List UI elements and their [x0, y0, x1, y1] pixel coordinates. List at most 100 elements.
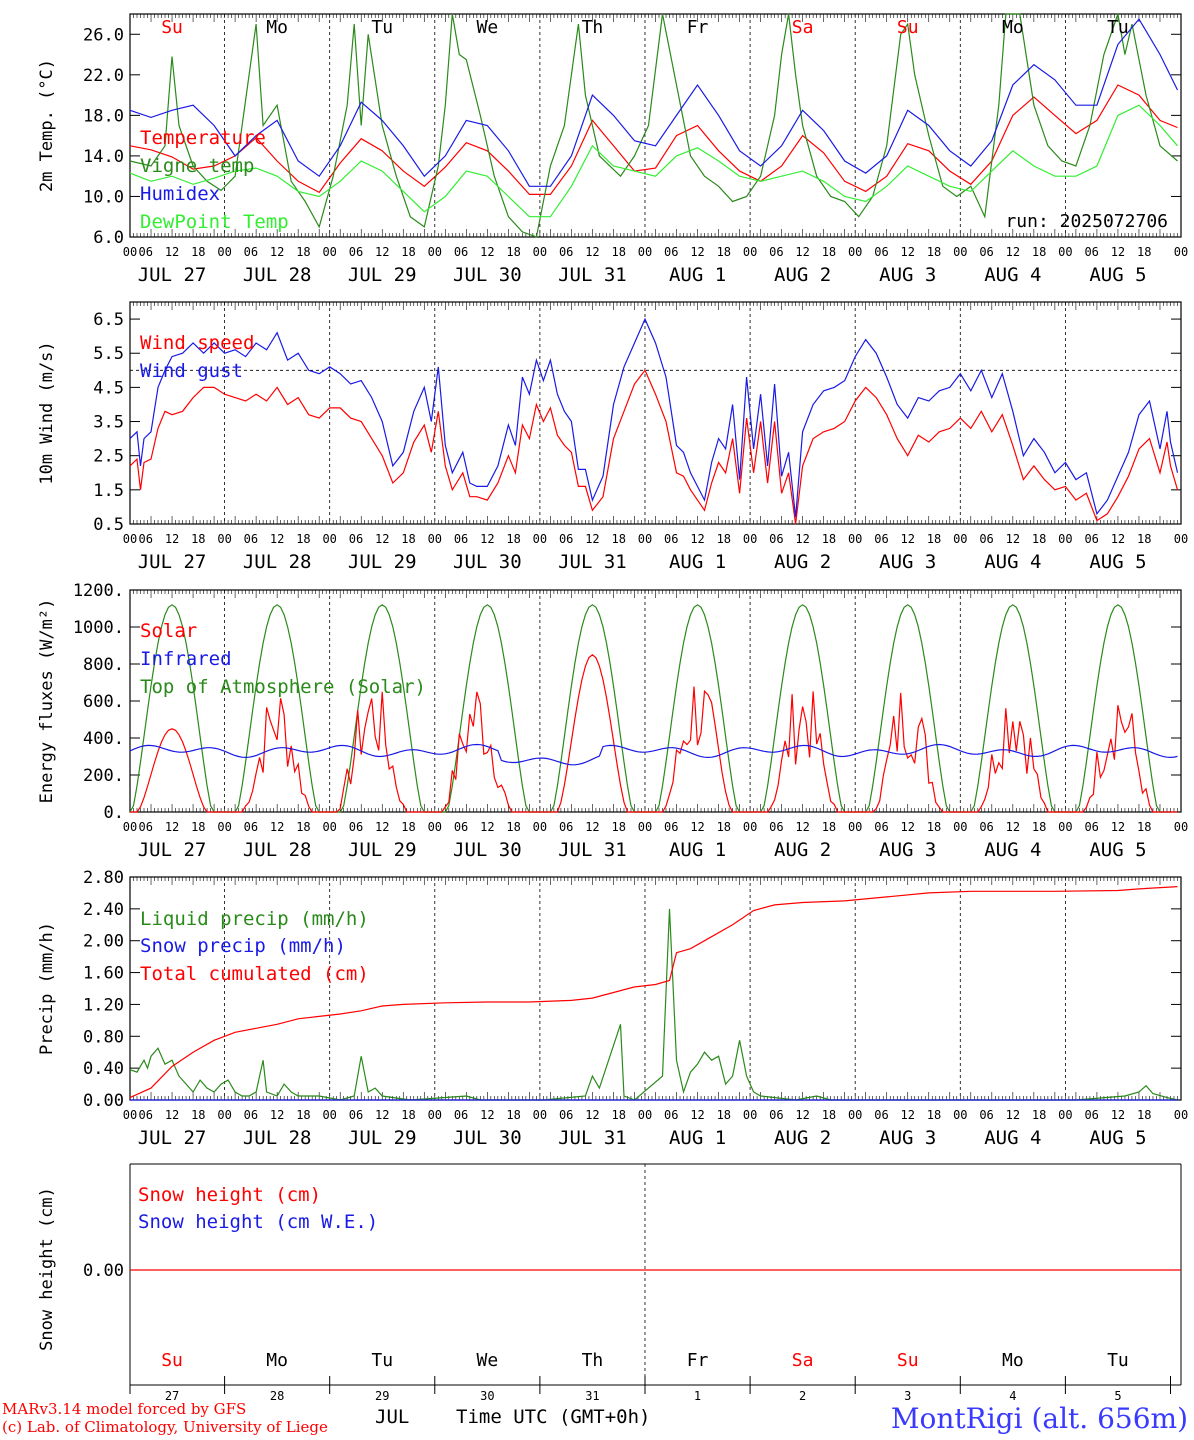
date-label: JUL 29	[348, 264, 417, 286]
hour-tick-label: 06	[979, 820, 993, 834]
legend-entry: Liquid precip (mm/h)	[140, 908, 369, 930]
y-axis-label: Snow height (cm)	[37, 1187, 57, 1351]
hour-tick-label: 18	[1032, 245, 1046, 259]
hour-tick-label: 12	[1006, 1108, 1020, 1122]
hour-tick-label: 12	[690, 245, 704, 259]
hour-tick-label: 12	[375, 820, 389, 834]
date-label: JUL 29	[348, 839, 417, 861]
hour-tick-label: 18	[822, 1108, 836, 1122]
date-label: JUL 31	[558, 264, 627, 286]
y-tick-label: 6.0	[93, 228, 124, 248]
hour-tick-label: 06	[1084, 245, 1098, 259]
hour-tick-label: 18	[1137, 1108, 1151, 1122]
y-tick-label: 5.5	[93, 344, 124, 364]
hour-tick-label: 12	[270, 820, 284, 834]
hour-tick-label: 06	[349, 820, 363, 834]
hour-tick-label: 06	[349, 245, 363, 259]
hour-tick-label: 00	[953, 820, 967, 834]
date-label: JUL 27	[138, 1127, 207, 1149]
y-tick-label: 3.5	[93, 413, 124, 433]
hour-tick-label: 18	[401, 532, 415, 546]
hour-tick-label: 12	[795, 245, 809, 259]
date-label: JUL 30	[453, 839, 522, 861]
hour-tick-label: 06	[139, 820, 153, 834]
day-of-week-label: Tu	[371, 1350, 393, 1371]
date-label: AUG 1	[669, 551, 726, 573]
hour-tick-label: 06	[559, 820, 573, 834]
series-line	[130, 654, 1178, 813]
hour-tick-label: 18	[191, 532, 205, 546]
hour-tick-label: 18	[296, 1108, 310, 1122]
day-of-week-label: Su	[897, 17, 919, 38]
hour-tick-label: 18	[1032, 820, 1046, 834]
date-label: JUL 31	[558, 1127, 627, 1149]
hour-tick-label: 00	[428, 532, 442, 546]
date-label: AUG 4	[984, 839, 1041, 861]
hour-tick-label: 00	[743, 245, 757, 259]
hour-tick-label: 00	[743, 532, 757, 546]
y-tick-label: 18.0	[83, 106, 124, 126]
hour-tick-label: 06	[874, 1108, 888, 1122]
date-label: AUG 3	[879, 264, 936, 286]
hour-tick-label: 06	[769, 532, 783, 546]
day-number-label: 30	[480, 1389, 494, 1403]
legend-entry: Snow precip (mm/h)	[140, 935, 346, 957]
hour-tick-label: 18	[822, 820, 836, 834]
hour-tick-label: 12	[480, 1108, 494, 1122]
hour-tick-label: 12	[1111, 1108, 1125, 1122]
day-number-label: 5	[1114, 1389, 1121, 1403]
hour-tick-label: 18	[611, 532, 625, 546]
hour-tick-label: 12	[480, 532, 494, 546]
hour-tick-label: 18	[717, 245, 731, 259]
y-tick-label: 0.40	[83, 1059, 124, 1079]
hour-tick-label: 00	[848, 245, 862, 259]
day-of-week-label: Su	[161, 1350, 183, 1371]
hour-tick-label: 00	[533, 532, 547, 546]
panel-frame	[129, 301, 1182, 525]
hour-tick-label: 12	[795, 1108, 809, 1122]
hour-tick-label: 12	[165, 1108, 179, 1122]
y-tick-label: 2.80	[83, 868, 124, 888]
hour-tick-label: 00	[848, 1108, 862, 1122]
hour-tick-label: 06	[769, 820, 783, 834]
hour-tick-label: 12	[901, 532, 915, 546]
y-tick-label: 4.5	[93, 378, 124, 398]
date-label: AUG 4	[984, 264, 1041, 286]
legend-entry: Top of Atmosphere (Solar)	[140, 676, 426, 698]
hour-tick-label: 18	[1032, 1108, 1046, 1122]
date-label: AUG 1	[669, 1127, 726, 1149]
y-tick-label: 0.80	[83, 1027, 124, 1047]
series-line	[129, 743, 1178, 766]
date-label: AUG 1	[669, 839, 726, 861]
hour-tick-label: 00	[428, 245, 442, 259]
day-of-week-label: Tu	[1107, 17, 1129, 38]
hour-tick-label: 18	[296, 820, 310, 834]
panel-1: 6.0 10.0 14.0 18.0 22.0 26.0 2m Temp. (°C) Temp…	[37, 13, 1188, 286]
hour-tick-label: 12	[901, 1108, 915, 1122]
hour-tick-label: 18	[506, 820, 520, 834]
hour-tick-label: 00	[322, 1108, 336, 1122]
panel-5: 0.00 Snow height (cm) Snow height (cm) Snow…	[37, 1163, 1182, 1403]
hour-tick-label: 12	[1111, 820, 1125, 834]
date-label: JUL 30	[453, 264, 522, 286]
hour-tick-label: 12	[585, 820, 599, 834]
hour-tick-label: 06	[244, 820, 258, 834]
hour-tick-label: 06	[349, 532, 363, 546]
y-tick-label: 6.5	[93, 310, 124, 330]
day-of-week-label: We	[476, 17, 498, 38]
hour-tick-label: 12	[165, 245, 179, 259]
hour-tick-label: 12	[270, 532, 284, 546]
date-label: JUL 30	[453, 1127, 522, 1149]
y-tick-label: 1000.	[73, 618, 124, 638]
legend-entry: Temperature	[140, 127, 266, 149]
y-tick-label: 2.5	[93, 447, 124, 467]
hour-tick-label: 00	[533, 1108, 547, 1122]
date-label: AUG 5	[1089, 264, 1146, 286]
hour-tick-label: 12	[1111, 532, 1125, 546]
y-tick-label: 0.00	[83, 1261, 124, 1281]
date-label: AUG 1	[669, 264, 726, 286]
hour-tick-label: 06	[139, 245, 153, 259]
hour-tick-label: 00	[123, 1108, 137, 1122]
day-of-week-label: Fr	[687, 17, 709, 38]
hour-tick-label: 18	[717, 532, 731, 546]
